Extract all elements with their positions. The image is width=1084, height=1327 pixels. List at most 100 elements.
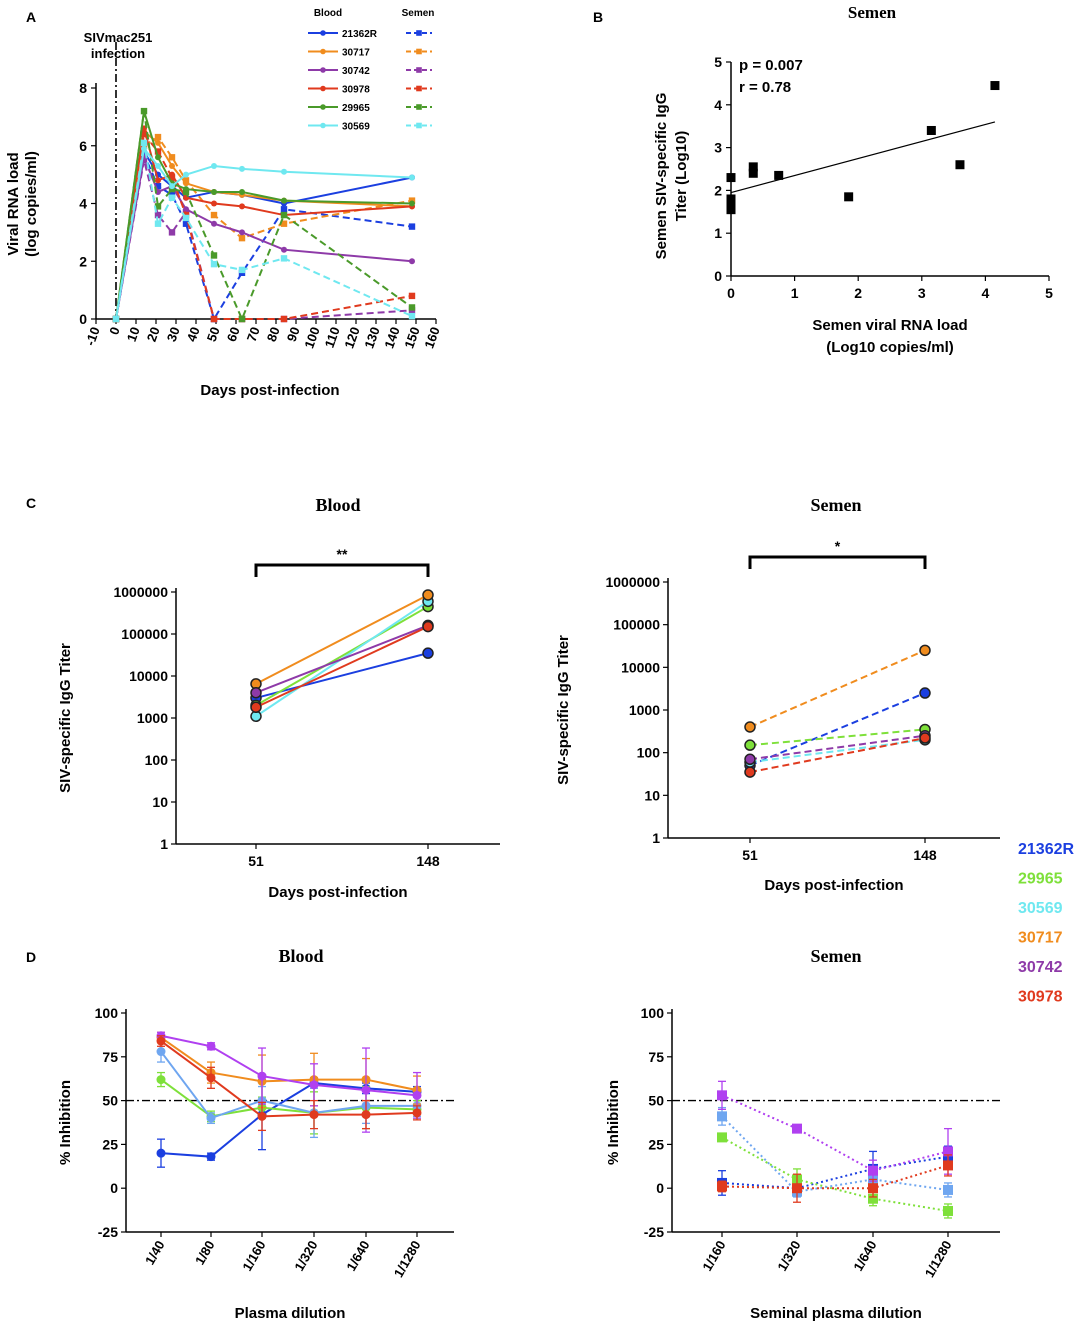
significance-bracket: [254, 563, 430, 577]
point-semen-29965: [238, 315, 246, 323]
point-30978: [717, 1181, 727, 1192]
point-30742: [206, 1041, 216, 1051]
scatter-point: [748, 168, 758, 178]
x-tick-label: 3: [918, 285, 926, 301]
point-30978: [206, 1073, 216, 1083]
y-tick-label: 6: [79, 138, 87, 154]
x-tick-label: 160: [421, 325, 443, 351]
point-30978: [257, 1111, 267, 1121]
line-29965: [749, 728, 926, 747]
x-tick-label: 130: [361, 325, 383, 351]
y-tick-label: 100: [641, 1005, 665, 1021]
y-tick-label: 25: [648, 1136, 664, 1152]
point-30717: [422, 589, 434, 601]
y-tick-label: 0: [656, 1180, 664, 1196]
point-semen-30742: [168, 229, 176, 236]
y-tick-label: 0: [714, 268, 722, 284]
regression-line: [730, 121, 996, 194]
scatter-point: [726, 194, 736, 204]
legend-marker-blood: [320, 104, 326, 110]
line-29965: [160, 1078, 418, 1118]
point-blood-29965: [239, 188, 245, 195]
legend-30742: 30742: [1018, 959, 1063, 976]
y-tick-label: 1000: [629, 702, 660, 718]
x-tick-label: 150: [401, 325, 423, 351]
point-semen-30717: [168, 154, 176, 161]
point-30978: [868, 1183, 878, 1194]
point-30978: [250, 701, 262, 714]
point-30978: [943, 1160, 953, 1171]
y-axis-title: (log copies/ml): [23, 151, 40, 257]
point-30569: [717, 1111, 727, 1122]
point-semen-30569: [140, 139, 148, 147]
y-tick-label: 8: [79, 80, 87, 96]
point-30742: [943, 1146, 953, 1157]
line-30978: [160, 1040, 418, 1118]
y-tick-label: 1: [160, 836, 168, 852]
line-30742: [749, 734, 926, 761]
line-30717: [749, 649, 926, 728]
y-tick-label: 4: [79, 196, 87, 212]
point-21362R: [422, 647, 434, 659]
panel-label-b: B: [593, 9, 603, 25]
chart-title: Blood: [278, 946, 323, 966]
point-blood-30717: [183, 180, 189, 187]
x-tick-label: 1/320: [291, 1238, 320, 1274]
x-tick-label: 90: [284, 325, 303, 344]
y-axis-title: Semen SIV-specific IgG: [653, 93, 670, 260]
point-semen-21362R: [182, 220, 190, 227]
legend-label: 29965: [342, 103, 370, 114]
line-21362R: [749, 692, 926, 767]
point-30978: [792, 1183, 802, 1194]
point-30742: [412, 1090, 422, 1100]
point-30978: [361, 1110, 371, 1120]
y-tick-label: 100000: [613, 617, 660, 633]
point-30742: [792, 1123, 802, 1134]
point-semen-30569: [210, 260, 218, 268]
y-tick-label: 1: [652, 830, 660, 846]
legend-marker-blood: [320, 48, 326, 55]
y-tick-label: 0: [110, 1180, 118, 1196]
scatter-point: [955, 160, 965, 170]
scatter-point: [844, 192, 854, 202]
y-axis-title: % Inhibition: [605, 1080, 622, 1165]
point-semen-30569: [238, 266, 246, 274]
legend-label: 30742: [342, 66, 370, 77]
y-axis-title: SIV-specific IgG Titer: [57, 643, 74, 793]
x-axis-title: Seminal plasma dilution: [750, 1305, 922, 1322]
point-30569: [206, 1113, 216, 1123]
x-tick-label: 1/320: [774, 1238, 803, 1274]
line-21362R: [160, 1082, 418, 1158]
line-30717: [160, 1036, 418, 1092]
point-blood-30978: [155, 177, 161, 184]
y-axis-title: Titer (Log10): [673, 131, 690, 222]
point-semen-30717: [280, 220, 288, 227]
point-semen-21362R: [408, 223, 416, 230]
point-blood-30978: [239, 203, 245, 210]
point-semen-29965: [408, 304, 416, 311]
x-axis-title: Plasma dilution: [235, 1305, 346, 1322]
point-semen-30978: [408, 292, 416, 300]
panel-label-c: C: [26, 495, 36, 511]
point-30742: [744, 753, 756, 766]
point-blood-30569: [239, 165, 245, 172]
legend-marker-semen: [416, 48, 422, 55]
point-30742: [250, 686, 262, 699]
point-21362R: [919, 687, 931, 699]
y-tick-label: 100: [145, 752, 169, 768]
x-axis-title: (Log10 copies/ml): [826, 339, 954, 356]
y-tick-label: 2: [714, 182, 722, 198]
line-30569: [160, 1050, 417, 1120]
x-tick-label: 1/1280: [922, 1238, 955, 1280]
x-axis-title: Semen viral RNA load: [812, 317, 967, 334]
x-tick-label: 51: [248, 853, 264, 869]
point-semen-29965: [154, 203, 162, 210]
y-axis-title: SIV-specific IgG Titer: [555, 635, 572, 785]
point-blood-29965: [155, 154, 161, 161]
point-30978: [422, 620, 434, 633]
legend-label: 30978: [342, 85, 370, 96]
side-legend: 21362R 29965 30569 30717 30742 30978: [1018, 841, 1074, 1006]
point-blood-30569: [183, 171, 189, 178]
y-tick-label: 4: [714, 97, 722, 113]
